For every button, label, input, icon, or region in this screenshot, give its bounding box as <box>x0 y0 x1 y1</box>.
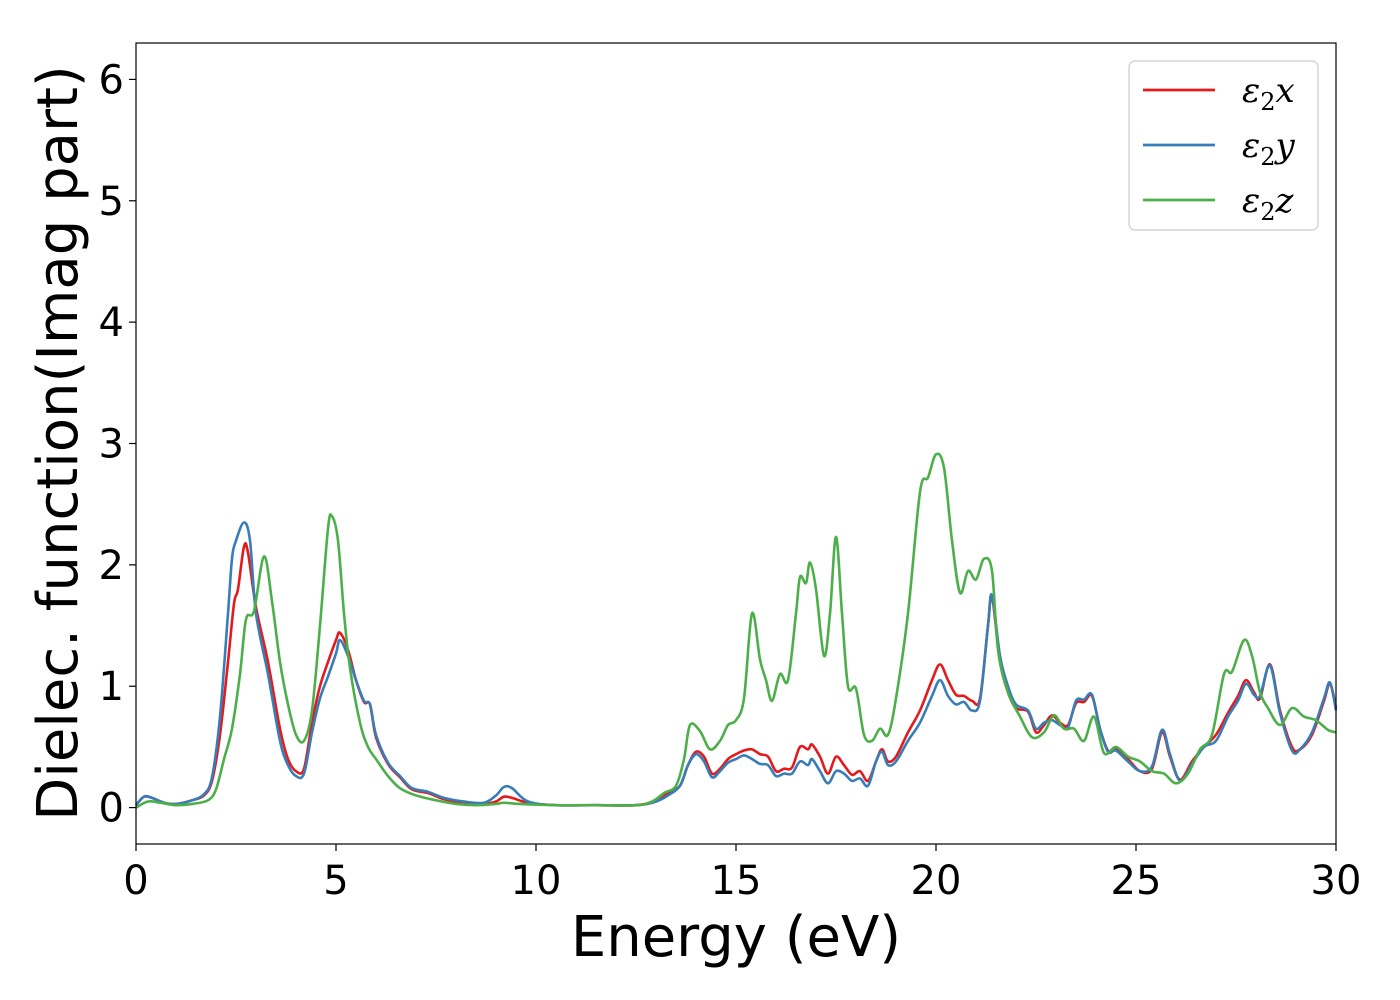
x-tick-label: 0 <box>123 858 148 904</box>
x-tick-label: 25 <box>1111 858 1162 904</box>
legend-box <box>1128 60 1319 231</box>
y-tick-label: 1 <box>99 664 124 710</box>
x-tick-label: 10 <box>511 858 562 904</box>
y-tick-label: 5 <box>99 179 124 225</box>
series-line-3 <box>135 452 1337 809</box>
legend-label-2: ε2y <box>1242 126 1296 171</box>
legend-label-3: ε2z <box>1242 181 1295 226</box>
y-tick-label: 0 <box>99 786 124 832</box>
series-line-2 <box>135 521 1338 807</box>
x-axis-ticks: 0 5 10 15 20 25 30 <box>123 844 1361 904</box>
x-tick-label: 20 <box>911 858 962 904</box>
x-tick-label: 5 <box>323 858 348 904</box>
y-axis-label: Dielec. function(Imag part) <box>26 65 91 821</box>
x-tick-label: 15 <box>711 858 762 904</box>
legend-label-1: ε2x <box>1242 71 1295 116</box>
y-tick-label: 2 <box>99 543 124 589</box>
x-axis-label: Energy (eV) <box>571 905 901 970</box>
y-tick-label: 4 <box>99 300 124 346</box>
y-axis-ticks: 0 1 2 3 4 5 6 <box>99 57 136 832</box>
legend: ε2x ε2y ε2z <box>1128 60 1319 231</box>
series-layer <box>135 452 1338 809</box>
x-tick-label: 30 <box>1311 858 1362 904</box>
y-tick-label: 6 <box>99 57 124 103</box>
y-tick-label: 3 <box>99 422 124 468</box>
